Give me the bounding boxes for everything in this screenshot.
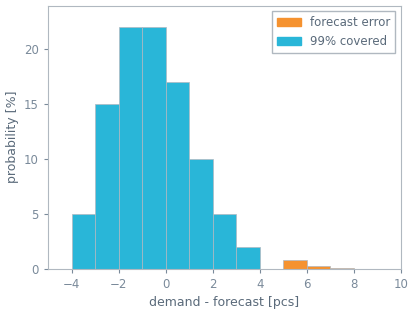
Bar (306, 266, 330, 269)
Bar (71, 214, 95, 269)
Bar (95, 104, 119, 269)
Bar (165, 82, 189, 269)
Legend: forecast error, 99% covered: forecast error, 99% covered (272, 11, 394, 53)
Bar (212, 214, 236, 269)
Y-axis label: probability [%]: probability [%] (5, 91, 19, 183)
Bar (282, 260, 306, 269)
Bar (119, 27, 142, 269)
Bar (236, 247, 259, 269)
Bar (189, 159, 212, 269)
X-axis label: demand - forecast [pcs]: demand - forecast [pcs] (149, 296, 299, 309)
Bar (330, 268, 353, 269)
Bar (142, 27, 165, 269)
